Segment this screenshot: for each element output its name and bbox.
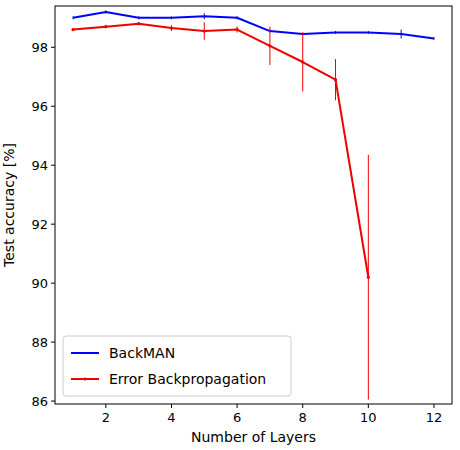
marker xyxy=(334,78,337,81)
y-tick xyxy=(51,283,55,284)
marker xyxy=(104,25,107,28)
marker xyxy=(137,22,140,25)
marker xyxy=(367,276,370,279)
x-tick-label: 4 xyxy=(167,410,175,425)
marker xyxy=(268,44,271,47)
y-tick xyxy=(51,342,55,343)
x-tick-label: 2 xyxy=(102,410,110,425)
legend-box xyxy=(63,336,291,396)
legend: BackMAN Error Backpropagation xyxy=(63,336,291,396)
x-tick-label: 10 xyxy=(360,410,377,425)
series-line xyxy=(73,24,368,278)
x-tick xyxy=(368,404,369,408)
y-tick-label: 88 xyxy=(31,335,48,350)
y-axis-label: Test accuracy [%] xyxy=(1,143,17,268)
y-tick-label: 98 xyxy=(31,40,48,55)
x-tick xyxy=(433,404,434,408)
y-tick-label: 92 xyxy=(31,217,48,232)
y-tick xyxy=(51,106,55,107)
x-tick xyxy=(171,404,172,408)
x-tick xyxy=(237,404,238,408)
legend-marker xyxy=(83,377,86,380)
x-tick-label: 6 xyxy=(233,410,241,425)
y-tick xyxy=(51,401,55,402)
legend-label: Error Backpropagation xyxy=(109,371,266,387)
marker xyxy=(235,28,238,31)
y-tick-label: 94 xyxy=(31,158,48,173)
y-tick xyxy=(51,165,55,166)
y-tick xyxy=(51,47,55,48)
legend-swatch xyxy=(71,352,99,354)
x-tick-label: 12 xyxy=(426,410,443,425)
chart: 2 4 6 8 10 12 86 88 90 92 94 96 98 Number of Layers Te… xyxy=(0,0,460,450)
x-tick xyxy=(302,404,303,408)
x-tick-label: 8 xyxy=(299,410,307,425)
x-axis-label: Number of Layers xyxy=(191,429,316,445)
y-tick-label: 96 xyxy=(31,99,48,114)
y-tick xyxy=(51,224,55,225)
y-tick-label: 86 xyxy=(31,394,48,409)
marker xyxy=(170,27,173,30)
legend-swatch xyxy=(71,378,99,380)
frame xyxy=(55,6,452,404)
marker xyxy=(71,28,74,31)
chart-svg: 2 4 6 8 10 12 86 88 90 92 94 96 98 Number of Layers Te… xyxy=(0,0,460,450)
marker xyxy=(203,29,206,32)
marker xyxy=(301,60,304,63)
y-tick-label: 90 xyxy=(31,276,48,291)
x-tick xyxy=(105,404,106,408)
legend-label: BackMAN xyxy=(109,345,175,361)
